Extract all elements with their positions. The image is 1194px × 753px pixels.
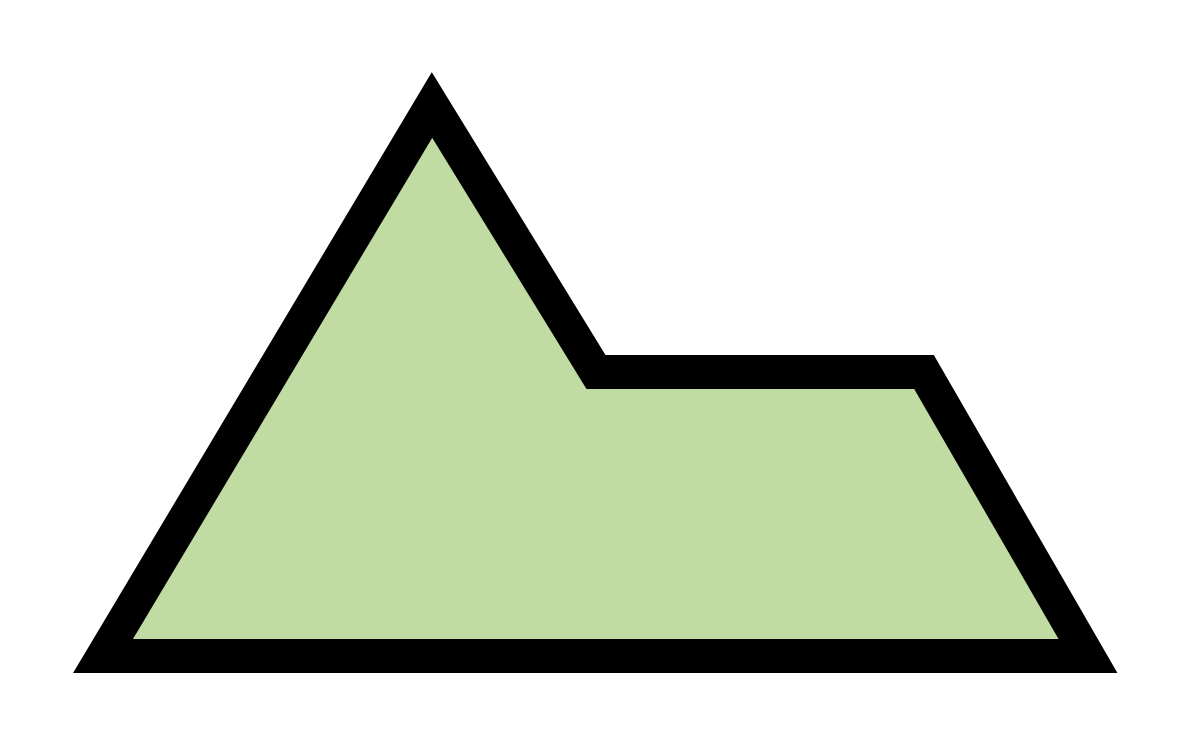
- green-polygon-shape: [73, 72, 1118, 673]
